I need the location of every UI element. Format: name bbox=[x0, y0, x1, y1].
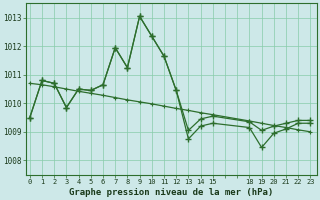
X-axis label: Graphe pression niveau de la mer (hPa): Graphe pression niveau de la mer (hPa) bbox=[69, 188, 274, 197]
